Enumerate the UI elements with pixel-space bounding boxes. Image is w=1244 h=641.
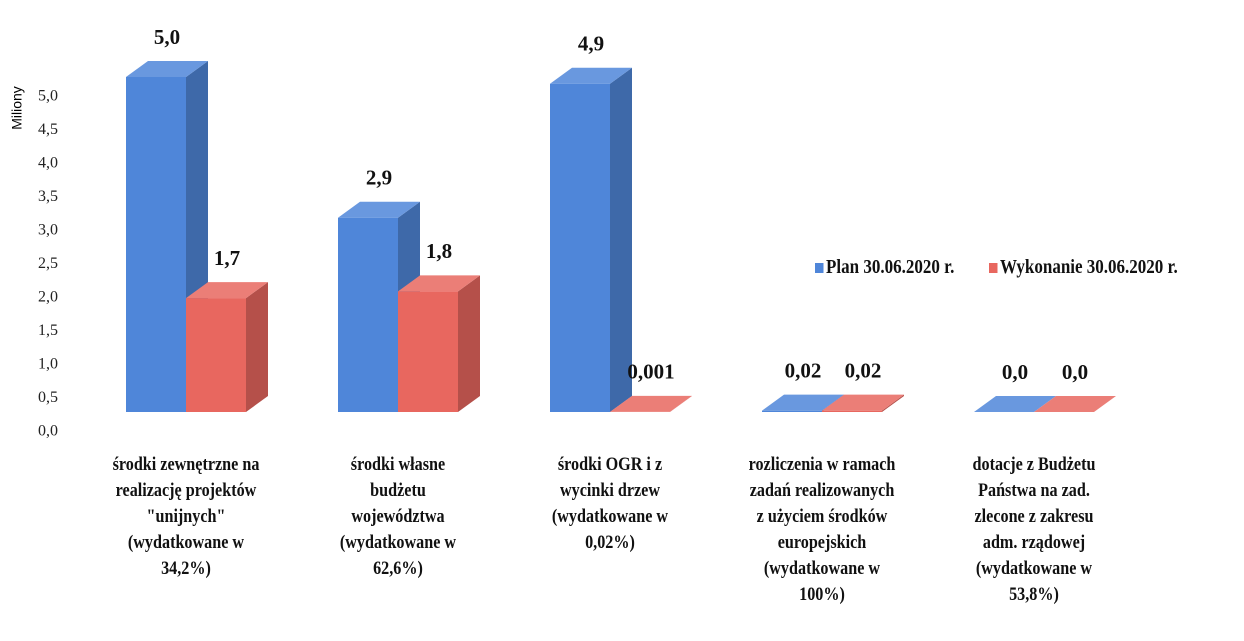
- y-tick-label: 1,0: [38, 356, 58, 373]
- x-tick-label: środki OGR i z wycinki drzew (wydatkowan…: [551, 454, 669, 553]
- bar: [126, 77, 186, 412]
- bar-top: [338, 201, 420, 218]
- bar-top: [610, 395, 692, 412]
- y-tick-label: 2,5: [38, 255, 58, 272]
- bar: [822, 410, 882, 412]
- bar-side: [458, 275, 480, 412]
- y-tick-label: 2,0: [38, 289, 58, 306]
- x-tick-label: rozliczenia w ramach zadań realizowanych…: [748, 454, 896, 605]
- y-tick-label: 0,5: [38, 389, 58, 406]
- legend-label: Plan 30.06.2020 r.: [826, 256, 955, 278]
- bar-top: [762, 394, 844, 411]
- y-tick-label: 4,5: [38, 121, 58, 138]
- data-label: 0,001: [627, 360, 674, 384]
- bar-top: [126, 61, 208, 77]
- data-label: 5,0: [154, 25, 180, 49]
- legend-swatch: [815, 262, 824, 273]
- bar-side: [246, 282, 268, 412]
- data-label: 0,0: [1062, 360, 1088, 384]
- bar-top: [398, 275, 480, 292]
- bar-top: [1034, 396, 1116, 412]
- bar-side: [882, 394, 904, 412]
- data-label: 2,9: [366, 166, 392, 190]
- bar: [398, 291, 458, 412]
- x-tick-label: dotacje z Budżetu Państwa na zad. zlecon…: [972, 454, 1096, 605]
- y-tick-label: 0,0: [38, 423, 58, 440]
- data-label: 1,8: [426, 239, 452, 263]
- bar: [338, 217, 398, 412]
- data-label: 0,02: [785, 358, 822, 382]
- data-label: 0,02: [845, 358, 882, 382]
- x-tick-label: środki własne budżetu województwa (wydat…: [339, 454, 457, 579]
- bar-top: [822, 394, 904, 411]
- y-tick-label: 3,5: [38, 188, 58, 205]
- data-label: 4,9: [578, 32, 604, 56]
- legend-item: Plan 30.06.2020 r.: [815, 256, 954, 279]
- bar: [550, 83, 610, 412]
- y-axis-title: Miliony: [9, 86, 25, 130]
- y-tick-label: 5,0: [38, 88, 58, 105]
- data-label: 1,7: [214, 246, 240, 270]
- bar-top: [550, 67, 632, 84]
- legend-swatch: [988, 262, 998, 273]
- bar: [186, 298, 246, 412]
- y-tick-label: 1,5: [38, 322, 58, 339]
- legend-label: Wykonanie 30.06.2020 r.: [999, 256, 1178, 278]
- bar: [762, 410, 822, 412]
- bar-side: [610, 67, 632, 412]
- y-tick-label: 4,0: [38, 155, 58, 172]
- y-tick-label: 3,0: [38, 222, 58, 239]
- bar-top: [186, 282, 268, 299]
- x-tick-label: środki zewnętrzne na realizację projektó…: [112, 454, 260, 579]
- legend-item: Wykonanie 30.06.2020 r.: [988, 256, 1178, 279]
- legend: Plan 30.06.2020 r. Wykonanie 30.06.2020 r…: [815, 256, 1211, 279]
- data-label: 0,0: [1002, 360, 1028, 384]
- bar-side: [670, 395, 692, 412]
- bar-top: [974, 396, 1056, 412]
